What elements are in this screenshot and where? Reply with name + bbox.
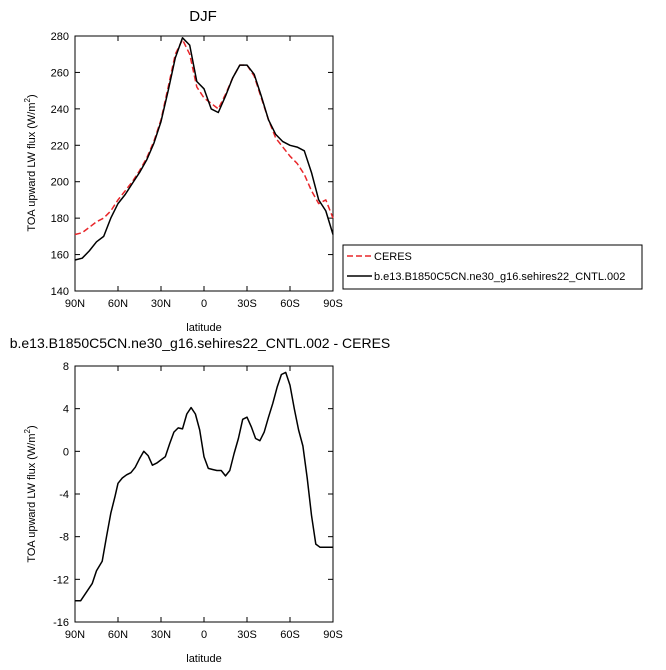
top-y-ticks: 140 160 180 200 220 240 260 280 — [51, 31, 333, 298]
bottom-y-tick-label: 4 — [63, 404, 69, 416]
panel-top: DJF 140 160 180 200 220 240 260 280 90N 60N 30N 0 3… — [23, 8, 343, 334]
bottom-y-axis-label-main: TOA upward LW flux (W/m — [26, 433, 38, 562]
panel-bottom: b.e13.B1850C5CN.ne30_g16.sehires22_CNTL.… — [10, 335, 391, 665]
top-x-tick-label: 60N — [108, 298, 128, 310]
bottom-y-axis-label: TOA upward LW flux (W/m2) — [23, 425, 38, 562]
top-y-tick-label: 280 — [51, 31, 69, 43]
legend-box — [342, 244, 643, 290]
top-y-tick-label: 260 — [51, 67, 69, 79]
bottom-y-ticks: -16 -12 -8 -4 0 4 8 — [53, 361, 333, 629]
top-x-ticks: 90N 60N 30N 0 30S 60S 90S — [65, 36, 343, 310]
top-title: DJF — [189, 8, 217, 25]
bottom-y-tick-label: -8 — [59, 532, 69, 544]
top-y-axis-label-close: ) — [26, 94, 38, 98]
top-y-tick-label: 180 — [51, 213, 69, 225]
top-y-tick-label: 220 — [51, 140, 69, 152]
top-y-tick-label: 160 — [51, 250, 69, 262]
top-y-tick-label: 200 — [51, 177, 69, 189]
top-x-tick-label: 90N — [65, 298, 85, 310]
top-series-line-1 — [74, 37, 334, 261]
bottom-x-axis-label: latitude — [186, 653, 221, 665]
bottom-y-tick-label: 0 — [63, 446, 69, 458]
bottom-x-tick-label: 0 — [201, 629, 207, 641]
top-x-tick-label: 30N — [151, 298, 171, 310]
top-x-tick-label: 30S — [237, 298, 257, 310]
legend-label-ceres: CERES — [374, 251, 412, 263]
top-y-axis-label-main: TOA upward LW flux (W/m — [26, 102, 38, 231]
bottom-x-tick-label: 30N — [151, 629, 171, 641]
top-y-axis-label-sup: 2 — [23, 97, 32, 102]
top-y-axis-label: TOA upward LW flux (W/m2) — [23, 94, 38, 231]
bottom-x-tick-label: 60N — [108, 629, 128, 641]
bottom-x-ticks: 90N 60N 30N 0 30S 60S 90S — [65, 366, 343, 641]
bottom-y-axis-label-sup: 2 — [23, 428, 32, 433]
bottom-y-axis-label-close: ) — [26, 425, 38, 429]
top-series-line-0 — [74, 38, 334, 236]
bottom-series-line-0 — [75, 371, 333, 602]
top-x-tick-label: 0 — [201, 298, 207, 310]
top-x-tick-label: 90S — [323, 298, 343, 310]
top-series-group — [74, 37, 334, 261]
bottom-y-tick-label: 8 — [63, 361, 69, 373]
top-x-axis-label: latitude — [186, 322, 221, 334]
legend: CERES b.e13.B1850C5CN.ne30_g16.sehires22… — [342, 244, 643, 290]
bottom-title: b.e13.B1850C5CN.ne30_g16.sehires22_CNTL.… — [10, 335, 391, 351]
bottom-x-tick-label: 30S — [237, 629, 257, 641]
bottom-y-tick-label: -12 — [53, 574, 69, 586]
bottom-plot-frame — [74, 365, 334, 623]
top-y-tick-label: 140 — [51, 286, 69, 298]
bottom-series-group — [75, 371, 333, 602]
top-x-tick-label: 60S — [280, 298, 300, 310]
bottom-y-tick-label: -4 — [59, 489, 69, 501]
bottom-y-tick-label: -16 — [53, 617, 69, 629]
top-y-tick-label: 240 — [51, 104, 69, 116]
bottom-x-tick-label: 90S — [323, 629, 343, 641]
top-plot-frame — [74, 35, 334, 292]
bottom-x-tick-label: 90N — [65, 629, 85, 641]
legend-label-model: b.e13.B1850C5CN.ne30_g16.sehires22_CNTL.… — [374, 271, 625, 283]
bottom-x-tick-label: 60S — [280, 629, 300, 641]
